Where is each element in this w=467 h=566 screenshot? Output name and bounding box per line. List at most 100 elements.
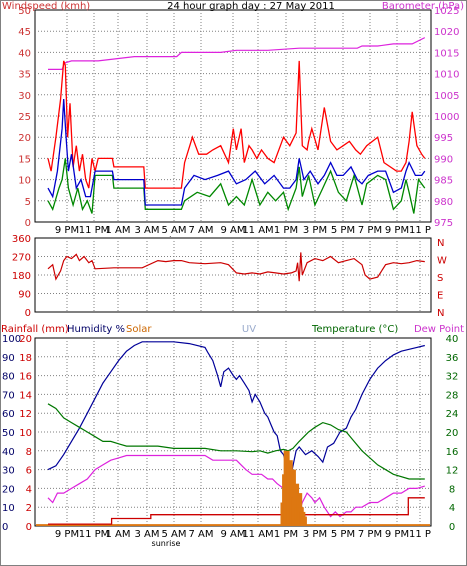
chart3-rain-tick: 10 <box>19 428 32 439</box>
chart1-right-tick: 1005 <box>434 91 459 102</box>
chart3-rain-tick: 8 <box>26 447 32 458</box>
chart1-x-tick: 9 PM <box>55 225 79 236</box>
chart3-rain-tick: 0 <box>26 522 32 533</box>
chart1-right-axis-title: Barometer (hPa) <box>382 1 464 12</box>
chart3-humidity-tick: 100 <box>2 334 21 345</box>
chart3-x-tick: 3 AM <box>134 529 159 540</box>
chart1-x-tick: 9 PM <box>385 225 409 236</box>
chart3-temp-tick: 0 <box>449 522 455 533</box>
chart3-sunrise-label: sunrise <box>152 539 181 548</box>
chart1-left-tick: 15 <box>18 154 31 165</box>
chart1-right-tick: 1020 <box>434 27 459 38</box>
chart3-x-tick: 9 PM <box>385 529 409 540</box>
chart3-humidity-tick: 30 <box>2 466 15 477</box>
chart3-rain-tick: 16 <box>19 372 32 383</box>
chart2-left-tick: 90 <box>18 290 31 301</box>
chart3-solar-bar <box>293 483 300 526</box>
chart3-temp-tick: 8 <box>449 484 455 495</box>
chart1-right-tick: 995 <box>434 133 453 144</box>
chart2-compass-label: E <box>437 291 443 302</box>
chart1-left-axis-title: Windspeed (kmh) <box>2 1 90 12</box>
chart3-temperature-label: Temperature (°C) <box>311 324 398 335</box>
chart3-rain-tick: 20 <box>19 334 32 345</box>
chart3-series-humidity <box>47 341 425 475</box>
chart3-humidity-tick: 70 <box>2 390 15 401</box>
chart3-x-tick: 5 PM <box>331 529 355 540</box>
chart3-rain-tick: 6 <box>26 466 32 477</box>
chart1-x-tick: 3 PM <box>303 225 327 236</box>
chart3-dewpoint-label: Dew Point <box>414 324 464 335</box>
chart3-humidity-tick: 80 <box>2 372 15 383</box>
chart3-solar-bar <box>300 516 307 526</box>
chart1-left-tick: 40 <box>18 48 31 59</box>
chart3-temp-tick: 40 <box>446 334 459 345</box>
chart1-x-tick: 7 AM <box>188 225 213 236</box>
chart1-x-tick: 1 AM <box>105 225 130 236</box>
chart1-right-tick: 1025 <box>434 6 459 17</box>
chart3-temp-tick: 16 <box>446 447 459 458</box>
chart1-series-gust <box>47 60 426 189</box>
chart3-humidity-tick: 60 <box>2 409 15 420</box>
chart3-x-tick: 7 AM <box>188 529 213 540</box>
chart1-x-tick: 1 PM <box>274 225 298 236</box>
chart3-x-tick: 1 AM <box>105 529 130 540</box>
chart3-x-tick: 7 PM <box>358 529 382 540</box>
chart3-solar-label: Solar <box>126 324 152 335</box>
chart1-right-tick: 975 <box>434 218 453 229</box>
chart3-rainfall-label: Rainfall (mm) <box>1 324 69 335</box>
chart1-left-tick: 20 <box>18 133 31 144</box>
chart2-compass-label: N <box>437 238 444 249</box>
chart2-series-dir <box>47 252 425 282</box>
chart3-rain-tick: 18 <box>19 353 32 364</box>
chart2-left-tick: 0 <box>25 308 31 319</box>
chart3-x-tick: 11 P <box>409 529 431 540</box>
chart1-left-tick: 10 <box>18 176 31 187</box>
chart1-x-tick: 11 AM <box>242 225 273 236</box>
chart3-x-tick: 11 AM <box>242 529 273 540</box>
chart3-x-tick: 1 PM <box>274 529 298 540</box>
chart3-temp-tick: 12 <box>446 466 459 477</box>
chart3-x-tick: 11 PM <box>79 529 110 540</box>
chart3-temp-tick: 24 <box>446 409 459 420</box>
chart3-series-dewpoint <box>47 454 425 518</box>
chart3-humidity-tick: 10 <box>2 503 15 514</box>
chart1-x-tick: 3 AM <box>134 225 159 236</box>
chart1-right-tick: 990 <box>434 154 453 165</box>
chart3-rain-tick: 12 <box>19 409 32 420</box>
chart3-temp-tick: 4 <box>449 503 455 514</box>
chart2-left-tick: 360 <box>12 234 31 245</box>
chart1-left-tick: 50 <box>18 6 31 17</box>
chart3-x-tick: 9 PM <box>55 529 79 540</box>
chart1-title: 24 hour graph day : 27 May 2011 <box>167 1 335 12</box>
chart1-left-tick: 5 <box>25 197 31 208</box>
chart1-x-tick: 5 PM <box>331 225 355 236</box>
chart3-humidity-tick: 40 <box>2 447 15 458</box>
chart3-humidity-tick: 20 <box>2 484 15 495</box>
chart1-x-tick: 7 PM <box>358 225 382 236</box>
chart3-uv-label: UV <box>242 324 256 335</box>
chart1-left-tick: 0 <box>25 218 31 229</box>
chart3-rain-tick: 2 <box>26 503 32 514</box>
chart3-humidity-label: Humidity % <box>67 324 125 335</box>
chart1-right-tick: 1015 <box>434 48 459 59</box>
chart3-temp-tick: 20 <box>446 428 459 439</box>
chart3-humidity-tick: 90 <box>2 353 15 364</box>
chart3-humidity-tick: 0 <box>2 522 8 533</box>
chart1-left-tick: 35 <box>18 70 31 81</box>
chart1-x-tick: 5 AM <box>161 225 186 236</box>
chart3-rain-tick: 4 <box>26 484 32 495</box>
chart3-temp-tick: 32 <box>446 372 459 383</box>
chart3-x-tick: 5 AM <box>161 529 186 540</box>
chart1-right-tick: 980 <box>434 197 453 208</box>
chart1-x-tick: 9 AM <box>220 225 245 236</box>
chart2-compass-label: W <box>437 256 447 267</box>
chart1-x-tick: 11 P <box>409 225 431 236</box>
chart3-solar-band <box>36 524 430 526</box>
chart3-humidity-tick: 50 <box>2 428 15 439</box>
chart1-left-tick: 45 <box>18 27 31 38</box>
chart1-series-avg <box>47 158 426 214</box>
chart3-x-tick: 9 AM <box>220 529 245 540</box>
chart1-right-tick: 1000 <box>434 112 459 123</box>
chart2-compass-label: N <box>437 308 444 319</box>
